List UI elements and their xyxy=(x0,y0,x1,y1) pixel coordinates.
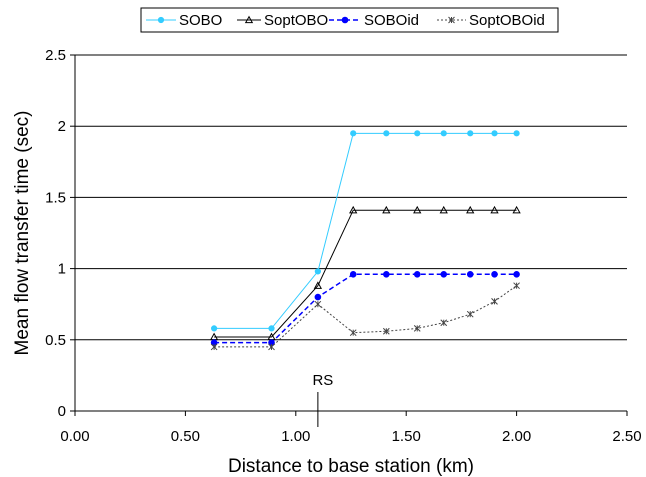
legend-item: SOBOid xyxy=(329,12,419,29)
data-point xyxy=(383,130,390,137)
data-point xyxy=(440,130,447,137)
legend-label: SoptOBO xyxy=(264,12,328,29)
legend-item: SoptOBO xyxy=(237,12,328,29)
data-point xyxy=(349,205,358,214)
data-point xyxy=(349,329,357,337)
data-point xyxy=(491,130,498,137)
data-point xyxy=(439,205,448,214)
grid xyxy=(75,54,627,341)
y-axis-title: Mean flow transfer time (sec) xyxy=(12,111,33,356)
legend-label: SoptOBOid xyxy=(469,12,545,29)
data-point xyxy=(466,205,475,214)
y-tick-label: 0 xyxy=(58,403,66,420)
rs-label: RS xyxy=(312,372,333,389)
data-point xyxy=(382,327,390,335)
data-point xyxy=(448,16,455,24)
data-point xyxy=(244,15,254,24)
x-tick-label: 0.50 xyxy=(171,428,200,445)
x-tick-label: 2.00 xyxy=(502,428,531,445)
data-point xyxy=(440,319,448,327)
data-point xyxy=(383,270,390,278)
y-tick-label: 1 xyxy=(58,261,66,278)
data-point xyxy=(413,205,422,214)
y-tick-label: 2.5 xyxy=(45,47,66,64)
data-point xyxy=(211,325,218,332)
series-line xyxy=(214,132,517,329)
data-point xyxy=(157,16,165,24)
x-tick-label: 0.00 xyxy=(60,428,89,445)
data-point xyxy=(513,282,520,290)
annotation: RS xyxy=(312,372,333,427)
data-point xyxy=(349,270,357,278)
data-point xyxy=(314,268,321,275)
data-point xyxy=(466,310,474,318)
series-SoptOBOid xyxy=(210,282,520,351)
x-tick-label: 1.50 xyxy=(392,428,421,445)
data-point xyxy=(314,293,322,301)
series-line xyxy=(214,273,517,344)
data-point xyxy=(414,130,421,137)
x-axis-title: Distance to base station (km) xyxy=(228,456,474,477)
legend-label: SOBOid xyxy=(364,12,419,29)
data-point xyxy=(467,130,474,137)
ticks: 0 0.5 1 1.5 2 2.5 0.00 0.50 1.00 1.50 2.00 2.50 xyxy=(45,47,641,445)
series-SOBOid xyxy=(210,270,520,346)
data-point xyxy=(413,270,421,278)
series-SoptOBO xyxy=(209,205,521,341)
data-point xyxy=(413,325,421,332)
data-point xyxy=(512,205,521,214)
legend-item: SoptOBOid xyxy=(437,12,545,29)
data-point xyxy=(268,325,275,332)
y-tick-label: 2 xyxy=(58,118,66,135)
x-tick-label: 2.50 xyxy=(612,428,641,445)
data-point xyxy=(466,270,474,278)
legend: SOBO SoptOBO SOBOid SoptOBOid xyxy=(140,7,559,33)
data-point xyxy=(210,343,218,351)
data-point xyxy=(440,270,448,278)
legend-label: SOBO xyxy=(179,12,222,29)
data-point xyxy=(350,130,357,137)
axes xyxy=(74,55,627,412)
data-point xyxy=(491,297,498,305)
data-point xyxy=(268,343,275,351)
data-point xyxy=(491,270,498,278)
data-point xyxy=(382,205,391,214)
series-SOBO xyxy=(211,130,520,332)
series-line xyxy=(214,209,517,338)
data-point xyxy=(313,281,323,289)
series xyxy=(209,130,521,351)
data-point xyxy=(490,205,499,214)
legend-item: SOBO xyxy=(146,12,222,29)
series-line xyxy=(214,285,517,348)
x-tick-label: 1.00 xyxy=(281,428,310,445)
y-tick-label: 1.5 xyxy=(45,189,66,206)
data-point xyxy=(314,300,322,308)
y-tick-label: 0.5 xyxy=(45,332,66,349)
data-point xyxy=(513,270,520,278)
data-point xyxy=(341,16,349,24)
data-point xyxy=(513,130,520,137)
